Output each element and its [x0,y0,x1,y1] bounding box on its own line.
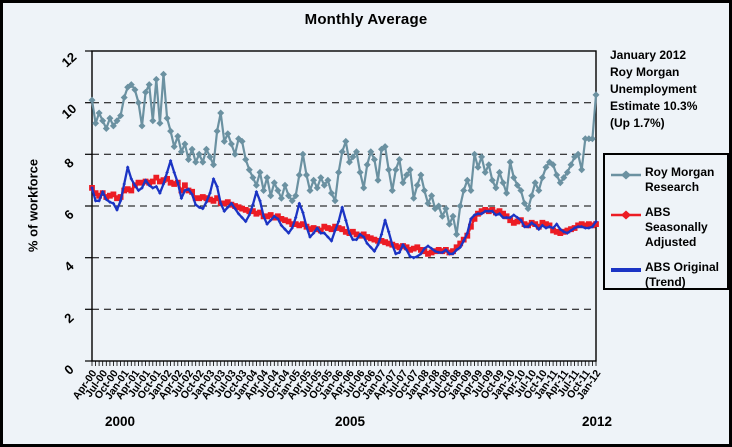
roy-morgan-line [90,73,598,236]
y-tick-label: 2 [61,310,76,326]
y-tick-label: 8 [61,155,76,171]
y-tick-label: 12 [59,49,80,70]
y-tick-label: 6 [61,207,76,223]
abs-seasonally-adjusted-markers [89,174,599,257]
legend-box: Roy Morgan Research ABS Seasonally Adjusted… [603,153,729,290]
legend-label: ABS Original (Trend) [645,260,720,289]
y-axis-title: % of workforce [25,158,41,253]
x-year-label: 2000 [105,414,135,429]
series-roy-morgan [88,70,600,238]
roy-morgan-legend-marker-icon [611,170,641,180]
series-abs-original-trend [90,159,598,260]
abs-original-trend-line [90,159,597,259]
annotation-line: Estimate 10.3% [610,99,698,113]
y-tick-label: 10 [59,101,80,122]
y-tick-label: 4 [61,258,77,275]
legend-item-abs-seasonally-adjusted: ABS Seasonally Adjusted [610,205,725,250]
annotation-line: (Up 1.7%) [610,116,665,130]
x-year-label: 2005 [335,414,366,429]
abs-seasonally-adjusted-legend-marker-icon [611,210,641,220]
x-year-label: 2012 [582,414,612,429]
legend-item-roy-morgan: Roy Morgan Research [610,165,725,195]
chart-annotation: January 2012 Roy Morgan Unemployment Estima… [610,47,728,132]
annotation-line: Roy Morgan [610,65,680,79]
y-tick-label: 0 [61,362,76,378]
chart-title: Monthly Average [304,11,428,28]
legend-label: ABS Seasonally Adjusted [645,205,708,249]
legend-label: Roy Morgan Research [645,165,715,194]
annotation-line: Unemployment [610,82,697,96]
abs-original-trend-legend-marker-icon [611,268,641,272]
legend-item-abs-original-trend: ABS Original (Trend) [610,260,725,290]
series-abs-seasonally-adjusted [89,174,599,257]
annotation-line: January 2012 [610,48,687,62]
